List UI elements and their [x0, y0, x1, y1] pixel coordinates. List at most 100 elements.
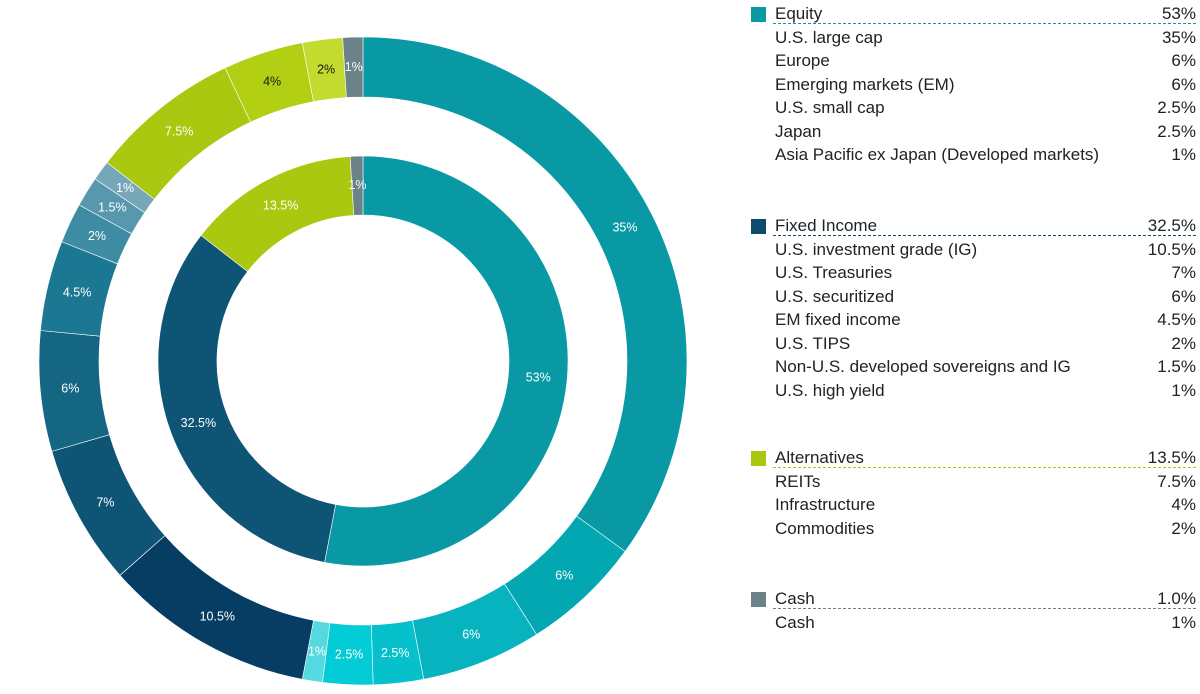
- legend-item: U.S. TIPS 2%: [750, 332, 1196, 356]
- legend-item-label: REITs: [775, 471, 821, 491]
- legend-item-value: 1%: [1171, 145, 1196, 164]
- legend-group-label: Equity: [775, 4, 823, 23]
- legend-item: U.S. small cap 2.5%: [750, 96, 1196, 120]
- legend-item: Emerging markets (EM) 6%: [750, 73, 1196, 97]
- legend-item-value: 4.5%: [1157, 310, 1196, 329]
- legend-item-value: 6%: [1171, 51, 1196, 70]
- inner-ring-label-cash: 1%: [348, 178, 366, 192]
- outer-ring-label-u-s-securitized: 6%: [61, 382, 79, 396]
- legend-item-value: 2.5%: [1157, 98, 1196, 117]
- outer-ring-label-u-s-treasuries: 7%: [96, 496, 114, 510]
- legend-item-value: 1%: [1171, 612, 1196, 632]
- legend-item-value: 1.5%: [1157, 357, 1196, 376]
- legend-group-header: Fixed Income 32.5%: [750, 214, 1196, 238]
- legend-item-label: U.S. investment grade (IG): [775, 239, 978, 259]
- legend-item: Non-U.S. developed sovereigns and IG 1.5%: [750, 355, 1196, 379]
- legend-item: REITs 7.5%: [750, 470, 1196, 494]
- legend-group-label: Alternatives: [775, 448, 864, 467]
- legend-item-value: 7.5%: [1157, 471, 1196, 491]
- legend-item-label: Cash: [775, 612, 815, 632]
- inner-ring-label-equity: 53%: [526, 371, 551, 385]
- legend-group-label: Cash: [775, 589, 815, 608]
- legend-item: U.S. high yield 1%: [750, 379, 1196, 403]
- legend-group-value: 1.0%: [1157, 589, 1196, 608]
- outer-ring-label-japan: 2.5%: [335, 648, 364, 662]
- outer-ring-label-u-s-large-cap: 35%: [612, 221, 637, 235]
- legend-item-label: U.S. high yield: [775, 380, 885, 400]
- legend-group-alternatives: Alternatives 13.5% REITs 7.5% Infrastructure…: [750, 446, 1196, 540]
- legend-item: Cash 1%: [750, 611, 1196, 635]
- legend-group-label: Fixed Income: [775, 216, 878, 235]
- legend-item-label: Europe: [775, 51, 830, 70]
- legend-item-value: 4%: [1171, 495, 1196, 514]
- outer-ring-slice-cash: [342, 36, 364, 98]
- legend-item: Europe 6%: [750, 49, 1196, 73]
- legend: Equity 53% U.S. large cap 35% Europe 6% Emergi…: [750, 0, 1196, 694]
- outer-ring-label-asia-pacific-ex-japan-developed-markets: 1%: [308, 644, 326, 658]
- legend-item-label: U.S. securitized: [775, 286, 895, 306]
- legend-item-value: 1%: [1171, 380, 1196, 400]
- inner-ring-slice-equity: [324, 155, 569, 567]
- legend-item-label: Asia Pacific ex Japan (Developed markets…: [775, 145, 1100, 164]
- legend-item-label: U.S. Treasuries: [775, 263, 893, 282]
- outer-ring-label-non-u-s-developed-sovereigns-and-ig: 1.5%: [98, 200, 127, 214]
- legend-item: U.S. investment grade (IG) 10.5%: [750, 238, 1196, 262]
- inner-ring-label-fixed-income: 32.5%: [181, 416, 216, 430]
- legend-item: Japan 2.5%: [750, 120, 1196, 144]
- legend-swatch: [751, 592, 766, 607]
- legend-item: Commodities 2%: [750, 517, 1196, 541]
- legend-swatch: [751, 451, 766, 466]
- legend-item-label: U.S. small cap: [775, 98, 885, 117]
- legend-item-label: U.S. large cap: [775, 27, 883, 47]
- legend-item: U.S. large cap 35%: [750, 26, 1196, 50]
- legend-item: U.S. Treasuries 7%: [750, 261, 1196, 285]
- outer-ring-slice-u-s-large-cap: [362, 36, 688, 552]
- legend-item-label: Emerging markets (EM): [775, 74, 955, 94]
- outer-ring-label-u-s-small-cap: 2.5%: [381, 646, 410, 660]
- legend-item-value: 2.5%: [1157, 121, 1196, 141]
- inner-ring-slice-fixed-income: [157, 234, 336, 563]
- legend-dashed-divider: [773, 607, 1196, 609]
- legend-group-header: Equity 53%: [750, 2, 1196, 26]
- legend-item-value: 2%: [1171, 518, 1196, 538]
- outer-ring-label-europe: 6%: [555, 568, 573, 582]
- outer-ring-label-em-fixed-income: 4.5%: [63, 285, 92, 299]
- legend-item: U.S. securitized 6%: [750, 285, 1196, 309]
- legend-dashed-divider: [773, 22, 1196, 24]
- outer-ring-label-reits: 7.5%: [165, 125, 194, 139]
- outer-ring-label-cash: 1%: [345, 60, 363, 74]
- legend-item-value: 35%: [1161, 27, 1196, 47]
- outer-ring-slice-u-s-investment-grade-ig: [119, 535, 314, 680]
- legend-group-fixed-income: Fixed Income 32.5% U.S. investment grade (…: [750, 214, 1196, 402]
- legend-group-equity: Equity 53% U.S. large cap 35% Europe 6% Emergi…: [750, 2, 1196, 167]
- legend-dashed-divider: [773, 466, 1196, 468]
- legend-group-value: 13.5%: [1147, 448, 1196, 467]
- legend-item-value: 7%: [1171, 263, 1196, 282]
- legend-swatch: [751, 219, 766, 234]
- legend-item-value: 6%: [1171, 286, 1196, 306]
- outer-ring-label-infrastructure: 4%: [263, 74, 281, 88]
- legend-item-label: Japan: [775, 121, 822, 141]
- legend-item-value: 6%: [1171, 74, 1196, 94]
- outer-ring-label-commodities: 2%: [317, 62, 335, 76]
- outer-ring-label-emerging-markets-em: 6%: [462, 627, 480, 641]
- outer-ring-label-u-s-tips: 2%: [88, 229, 106, 243]
- outer-ring-label-u-s-high-yield: 1%: [116, 181, 134, 195]
- outer-ring-label-u-s-investment-grade-ig: 10.5%: [200, 609, 235, 623]
- inner-ring-label-alternatives: 13.5%: [263, 198, 298, 212]
- legend-item-value: 2%: [1171, 333, 1196, 353]
- legend-swatch: [751, 7, 766, 22]
- legend-group-value: 32.5%: [1147, 216, 1196, 235]
- legend-item-label: Infrastructure: [775, 495, 876, 514]
- legend-item-value: 10.5%: [1147, 239, 1196, 259]
- legend-item-label: Non-U.S. developed sovereigns and IG: [775, 357, 1071, 376]
- legend-group-value: 53%: [1161, 4, 1196, 23]
- legend-dashed-divider: [773, 234, 1196, 236]
- donut-chart-area: 53% 32.5% 13.5% 1% 35% 6% 6% 2.5% 2.5% 1% 10.5% 7% 6…: [38, 36, 688, 686]
- legend-group-cash: Cash 1.0% Cash 1%: [750, 587, 1196, 634]
- legend-item: EM fixed income 4.5%: [750, 308, 1196, 332]
- legend-item-label: Commodities: [775, 518, 875, 538]
- inner-ring-slice-cash: [349, 155, 364, 216]
- legend-item: Infrastructure 4%: [750, 493, 1196, 517]
- nested-donut-chart: 53% 32.5% 13.5% 1% 35% 6% 6% 2.5% 2.5% 1% 10.5% 7% 6…: [38, 36, 688, 686]
